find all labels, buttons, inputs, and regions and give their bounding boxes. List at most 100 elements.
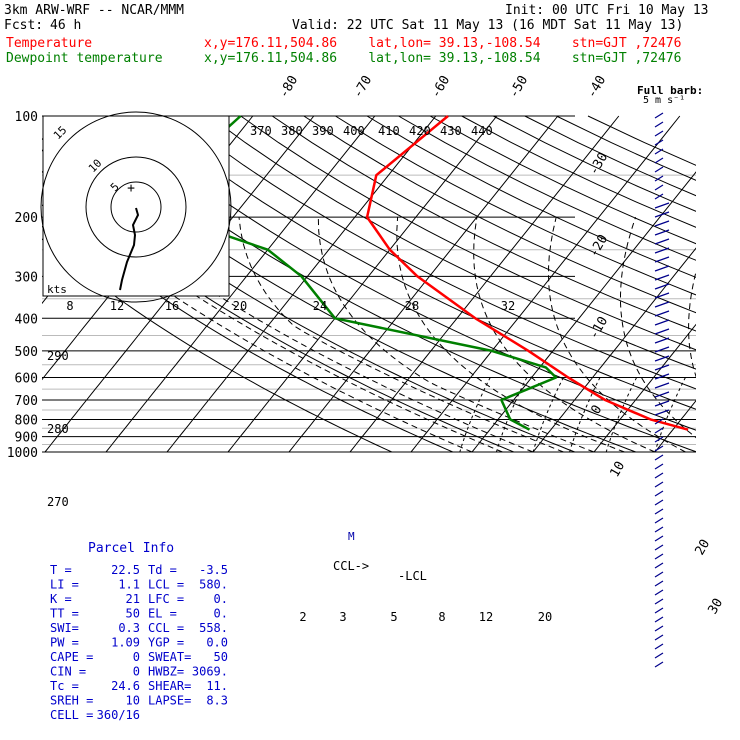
- temperature-axis-label: 10: [607, 459, 628, 480]
- temperature-axis-label: -10: [586, 314, 611, 342]
- dry-adiabat-line: [145, 115, 696, 410]
- parcel-field-value: 1.1: [118, 578, 140, 592]
- wind-barb: [654, 283, 670, 290]
- parcel-field-value: 50: [214, 650, 228, 664]
- dry-adiabat-line: [271, 115, 696, 332]
- wind-barb-units: 5 m s⁻¹: [643, 95, 685, 106]
- parcel-field-label: PW =: [50, 636, 79, 650]
- mixing-ratio-label: 12: [479, 610, 493, 624]
- wind-barb: [654, 247, 670, 254]
- parcel-field-label: SHEAR=: [148, 679, 191, 693]
- dry-adiabat-line: [335, 115, 696, 296]
- temperature-axis-label: -80: [276, 73, 301, 101]
- wind-barb: [654, 436, 664, 443]
- parcel-field-value: 0.: [214, 592, 228, 606]
- wind-barb: [654, 328, 670, 335]
- parcel-field-value: 1.09: [111, 636, 140, 650]
- hodograph-ring: [110, 181, 162, 233]
- parcel-field-value: 0.: [214, 607, 228, 621]
- wind-barb: [654, 445, 664, 452]
- parcel-field-label: TT =: [50, 607, 79, 621]
- wind-barb: [654, 472, 664, 479]
- temperature-axis-label: -60: [428, 73, 453, 101]
- wind-barb: [654, 490, 664, 497]
- parcel-field-label: SWEAT=: [148, 650, 191, 664]
- wind-barb: [654, 148, 664, 155]
- parcel-field-value: 0.3: [118, 621, 140, 635]
- dry-adiabat-line: [524, 115, 696, 197]
- wind-barb: [654, 598, 664, 605]
- hodograph-axis-label: 16: [165, 299, 179, 313]
- mixing-ratio-label: 3: [339, 610, 346, 624]
- wind-barb: [654, 364, 670, 371]
- hodograph-ring: [85, 156, 187, 258]
- wind-barb: [654, 652, 664, 659]
- hodograph-axis-label: 24: [313, 299, 327, 313]
- isotherm-line: [288, 115, 559, 453]
- wind-barb: [654, 544, 664, 551]
- pressure-tick-label: 200: [15, 211, 38, 226]
- pressure-tick-label: 300: [15, 270, 38, 285]
- parcel-info-title: Parcel Info: [88, 541, 174, 556]
- parcel-field-label: SREH =: [50, 694, 93, 708]
- parcel-field-label: EL =: [148, 607, 177, 621]
- wind-barb: [654, 427, 664, 434]
- theta-label: 440: [471, 124, 493, 138]
- wind-barb: [654, 463, 664, 470]
- pressure-tick-label: 100: [15, 110, 38, 125]
- dry-adiabat-line: [398, 115, 696, 261]
- wind-barb: [654, 634, 664, 641]
- parcel-field-value: 22.5: [111, 563, 140, 577]
- theta-low-label: 280: [47, 422, 69, 436]
- wind-barb: [654, 517, 664, 524]
- pressure-tick-label: 900: [15, 431, 38, 446]
- parcel-field-label: CELL =: [50, 708, 93, 722]
- wind-barb: [654, 526, 664, 533]
- wind-barb: [654, 661, 664, 668]
- wind-barb: [654, 211, 670, 218]
- wind-barb: [654, 319, 670, 326]
- init-time: Init: 00 UTC Fri 10 May 13: [505, 3, 709, 18]
- dry-adiabat-line: [366, 115, 696, 278]
- wind-barb: [654, 643, 664, 650]
- dry-adiabat-line: [177, 115, 696, 390]
- wind-barb: [654, 382, 670, 389]
- parcel-field-label: T =: [50, 563, 72, 577]
- wind-barb: [654, 553, 664, 560]
- temperature-profile: [365, 115, 689, 431]
- parcel-field-value: 11.: [206, 679, 228, 693]
- wind-barb: [654, 562, 664, 569]
- wind-barb: [654, 589, 664, 596]
- legend-dewpoint-info: x,y=176.11,504.86 lat,lon= 39.13,-108.54…: [204, 51, 682, 66]
- mixing-ratio-label: 8: [438, 610, 445, 624]
- hodograph-center-mark: +: [127, 181, 135, 196]
- theta-label: 430: [440, 124, 462, 138]
- dry-adiabat-line: [114, 115, 696, 431]
- wind-barb: [654, 238, 670, 245]
- parcel-field-value: 50: [126, 607, 140, 621]
- hodograph-frame: [42, 115, 230, 297]
- theta-label: 410: [378, 124, 400, 138]
- parcel-field-label: Tc =: [50, 679, 79, 693]
- hodograph-axis-label: 12: [110, 299, 124, 313]
- moist-adiabat-line: [159, 216, 534, 453]
- pressure-tick-label: 500: [15, 345, 38, 360]
- wind-barb: [654, 193, 664, 200]
- mixing-ratio-label: 20: [538, 610, 552, 624]
- legend-dewpoint-label: Dewpoint temperature: [6, 51, 163, 66]
- parcel-field-label: LCL =: [148, 578, 184, 592]
- isotherm-line: [166, 115, 437, 453]
- parcel-field-value: 580.: [199, 578, 228, 592]
- pressure-tick-label: 1000: [7, 446, 38, 461]
- dry-adiabat-line: [82, 115, 696, 453]
- wind-barb: [654, 625, 664, 632]
- temperature-axis-label: 20: [692, 537, 713, 558]
- theta-label: 420: [409, 124, 431, 138]
- parcel-field-value: 10: [126, 694, 140, 708]
- wind-barb: [654, 607, 664, 614]
- temperature-axis-label: -20: [586, 232, 611, 260]
- wind-barb: [654, 355, 670, 362]
- parcel-field-label: SWI=: [50, 621, 79, 635]
- wind-barb: [654, 112, 664, 119]
